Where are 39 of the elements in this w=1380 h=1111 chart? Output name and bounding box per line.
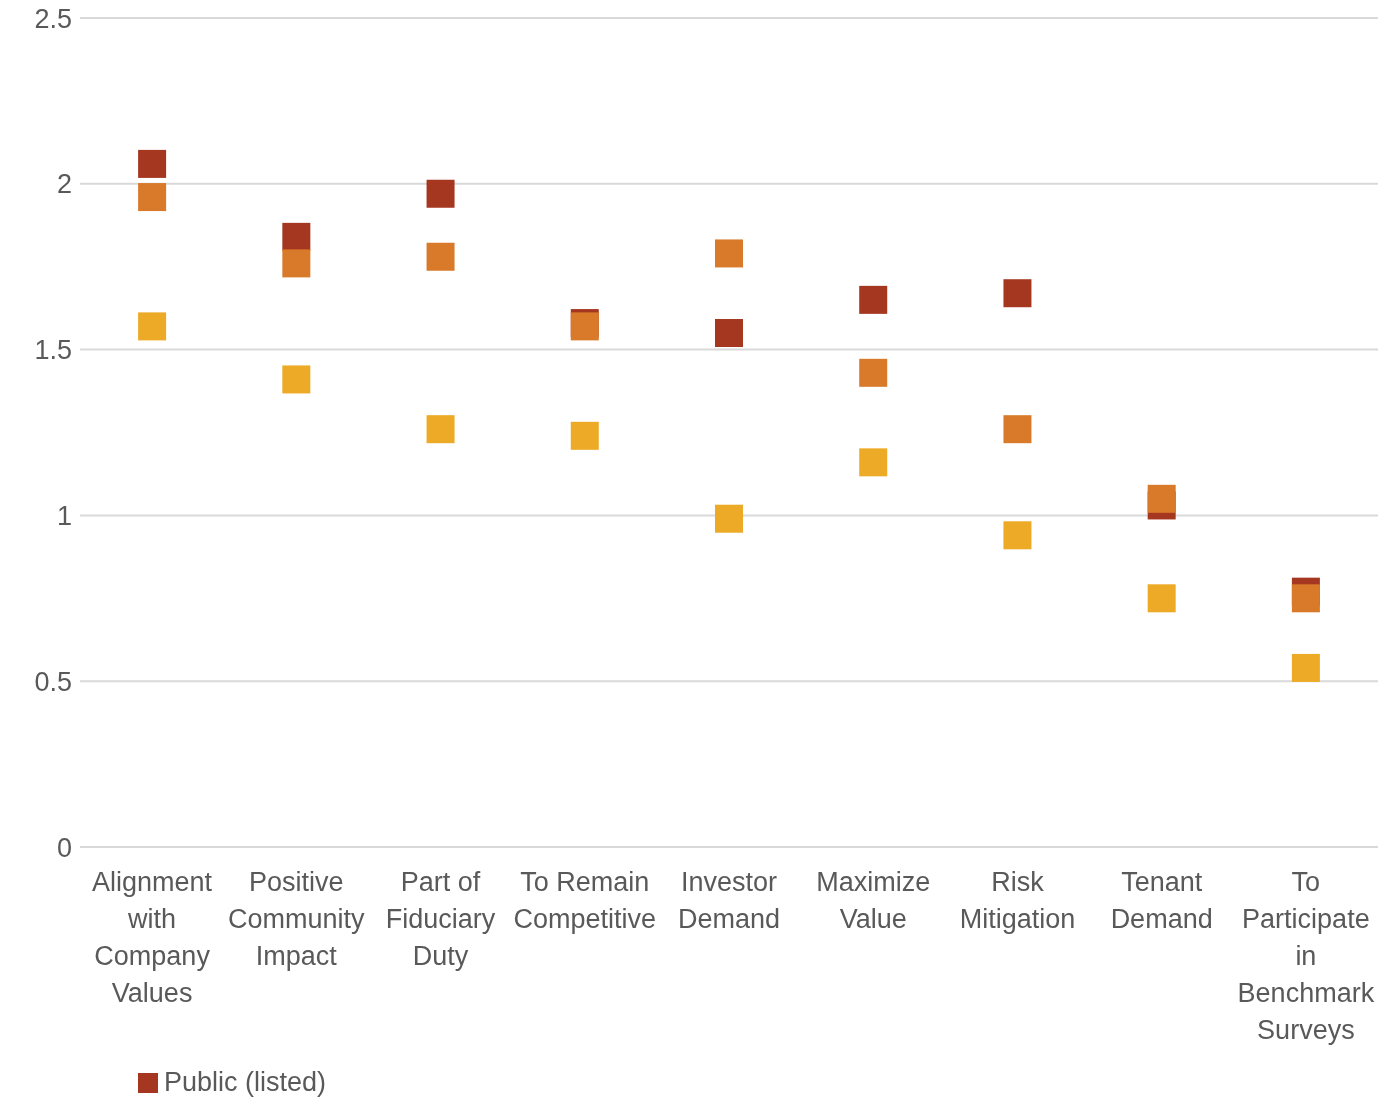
point [1291, 653, 1320, 682]
y-tick-label: 0.5 [34, 666, 72, 697]
point [1003, 279, 1032, 308]
x-tick-label: Tenant Demand [1110, 867, 1213, 934]
x-tick-label: Maximize Value [816, 867, 931, 934]
point [1147, 584, 1176, 613]
x-tick-label: Investor Demand [677, 867, 781, 934]
point [426, 242, 455, 271]
point [1003, 415, 1032, 444]
point [138, 312, 167, 341]
point [859, 285, 888, 314]
point [715, 319, 743, 348]
x-tick-label: Alignment with Company Values [92, 867, 213, 1008]
point [570, 421, 599, 450]
point [426, 415, 455, 444]
x-tick-label: Risk Mitigation [959, 867, 1076, 934]
y-tick-label: 1.5 [34, 335, 72, 366]
point [282, 222, 311, 251]
y-tick-label: 2.5 [34, 3, 72, 34]
point [282, 365, 311, 394]
point [1291, 584, 1320, 613]
y-tick-label: 2 [56, 169, 72, 200]
x-tick-label: Part of Fiduciary Duty [385, 867, 496, 971]
x-tick-label: To Participate in Benchmark Surveys [1237, 867, 1375, 1045]
point [859, 358, 888, 387]
y-tick-label: 1 [56, 500, 72, 531]
point [138, 183, 167, 212]
x-tick-label: Positive Community Impact [228, 867, 366, 971]
point [1003, 521, 1032, 550]
point [859, 448, 888, 477]
point [282, 249, 311, 278]
point [426, 179, 455, 208]
point [1147, 484, 1176, 513]
point [715, 504, 743, 533]
legend-label: Public (listed) [163, 1067, 327, 1098]
point [715, 239, 743, 268]
point [138, 149, 167, 178]
x-tick-label: To Remain Competitive [513, 867, 657, 934]
y-tick-label: 0 [56, 832, 72, 863]
